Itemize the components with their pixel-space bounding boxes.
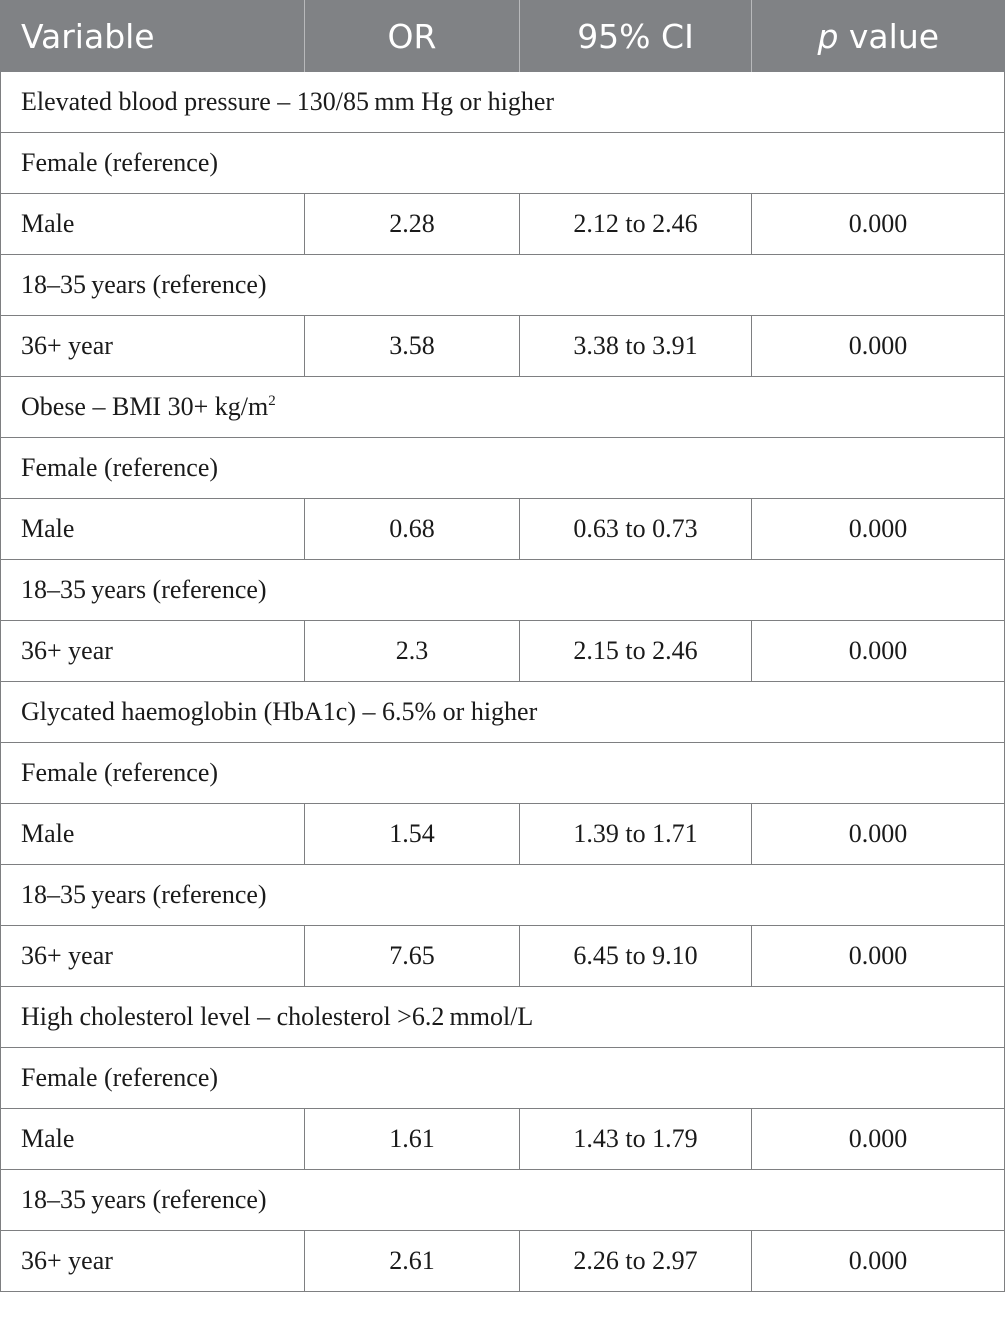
row-label: Male: [0, 193, 305, 255]
sex-reference: Female (reference): [0, 437, 1005, 499]
ci-value: 2.26 to 2.97: [519, 1230, 752, 1292]
or-value: 7.65: [304, 925, 520, 987]
or-value: 3.58: [304, 315, 520, 377]
group-title: High cholesterol level – cholesterol >6.…: [0, 986, 1005, 1048]
header-p-rest: value: [838, 16, 940, 56]
or-value: 1.61: [304, 1108, 520, 1170]
table-header: Variable OR 95% CI p value: [0, 0, 1005, 72]
reference-row: Female (reference): [0, 1047, 1005, 1109]
header-row: Variable OR 95% CI p value: [0, 0, 1005, 72]
or-value: 2.28: [304, 193, 520, 255]
row-label: Male: [0, 803, 305, 865]
ci-value: 1.43 to 1.79: [519, 1108, 752, 1170]
p-value: 0.000: [751, 925, 1005, 987]
header-p-italic: p: [817, 16, 839, 56]
group-title-row: Elevated blood pressure – 130/85 mm Hg o…: [0, 72, 1005, 133]
or-value: 0.68: [304, 498, 520, 560]
header-variable: Variable: [0, 0, 305, 72]
group-title: Elevated blood pressure – 130/85 mm Hg o…: [0, 72, 1005, 133]
p-value: 0.000: [751, 1230, 1005, 1292]
row-label: 36+ year: [0, 315, 305, 377]
row-label: Male: [0, 1108, 305, 1170]
table-row: Male 0.68 0.63 to 0.73 0.000: [0, 498, 1005, 560]
row-label: 36+ year: [0, 1230, 305, 1292]
reference-row: Female (reference): [0, 437, 1005, 499]
or-value: 2.3: [304, 620, 520, 682]
reference-row: 18–35 years (reference): [0, 254, 1005, 316]
sex-reference: Female (reference): [0, 742, 1005, 804]
group-title: Obese – BMI 30+ kg/m2: [0, 376, 1005, 438]
group-title: Glycated haemoglobin (HbA1c) – 6.5% or h…: [0, 681, 1005, 743]
p-value: 0.000: [751, 498, 1005, 560]
group-title-row: Glycated haemoglobin (HbA1c) – 6.5% or h…: [0, 681, 1005, 743]
ci-value: 6.45 to 9.10: [519, 925, 752, 987]
table-row: 36+ year 3.58 3.38 to 3.91 0.000: [0, 315, 1005, 377]
sex-reference: Female (reference): [0, 132, 1005, 194]
or-value: 2.61: [304, 1230, 520, 1292]
age-reference: 18–35 years (reference): [0, 864, 1005, 926]
ci-value: 2.15 to 2.46: [519, 620, 752, 682]
p-value: 0.000: [751, 315, 1005, 377]
reference-row: 18–35 years (reference): [0, 559, 1005, 621]
ci-value: 0.63 to 0.73: [519, 498, 752, 560]
row-label: Male: [0, 498, 305, 560]
p-value: 0.000: [751, 1108, 1005, 1170]
reference-row: Female (reference): [0, 132, 1005, 194]
sex-reference: Female (reference): [0, 1047, 1005, 1109]
p-value: 0.000: [751, 620, 1005, 682]
p-value: 0.000: [751, 193, 1005, 255]
group-title-row: High cholesterol level – cholesterol >6.…: [0, 986, 1005, 1048]
table-row: Male 1.61 1.43 to 1.79 0.000: [0, 1108, 1005, 1170]
p-value: 0.000: [751, 803, 1005, 865]
table-row: 36+ year 2.61 2.26 to 2.97 0.000: [0, 1230, 1005, 1292]
row-label: 36+ year: [0, 925, 305, 987]
reference-row: 18–35 years (reference): [0, 1169, 1005, 1231]
group-title-superscript: 2: [268, 393, 276, 409]
header-ci: 95% CI: [519, 0, 752, 72]
row-label: 36+ year: [0, 620, 305, 682]
ci-value: 1.39 to 1.71: [519, 803, 752, 865]
header-p-value: p value: [751, 0, 1005, 72]
table-row: Male 2.28 2.12 to 2.46 0.000: [0, 193, 1005, 255]
ci-value: 3.38 to 3.91: [519, 315, 752, 377]
age-reference: 18–35 years (reference): [0, 559, 1005, 621]
reference-row: Female (reference): [0, 742, 1005, 804]
age-reference: 18–35 years (reference): [0, 1169, 1005, 1231]
table-row: 36+ year 7.65 6.45 to 9.10 0.000: [0, 925, 1005, 987]
group-title-row: Obese – BMI 30+ kg/m2: [0, 376, 1005, 438]
or-value: 1.54: [304, 803, 520, 865]
table-row: 36+ year 2.3 2.15 to 2.46 0.000: [0, 620, 1005, 682]
table-body: Elevated blood pressure – 130/85 mm Hg o…: [0, 72, 1005, 1292]
reference-row: 18–35 years (reference): [0, 864, 1005, 926]
ci-value: 2.12 to 2.46: [519, 193, 752, 255]
age-reference: 18–35 years (reference): [0, 254, 1005, 316]
group-title-text: Obese – BMI 30+ kg/m: [21, 392, 269, 421]
odds-ratio-table: Variable OR 95% CI p value Elevated bloo…: [0, 0, 1005, 1292]
header-or: OR: [304, 0, 520, 72]
table-row: Male 1.54 1.39 to 1.71 0.000: [0, 803, 1005, 865]
